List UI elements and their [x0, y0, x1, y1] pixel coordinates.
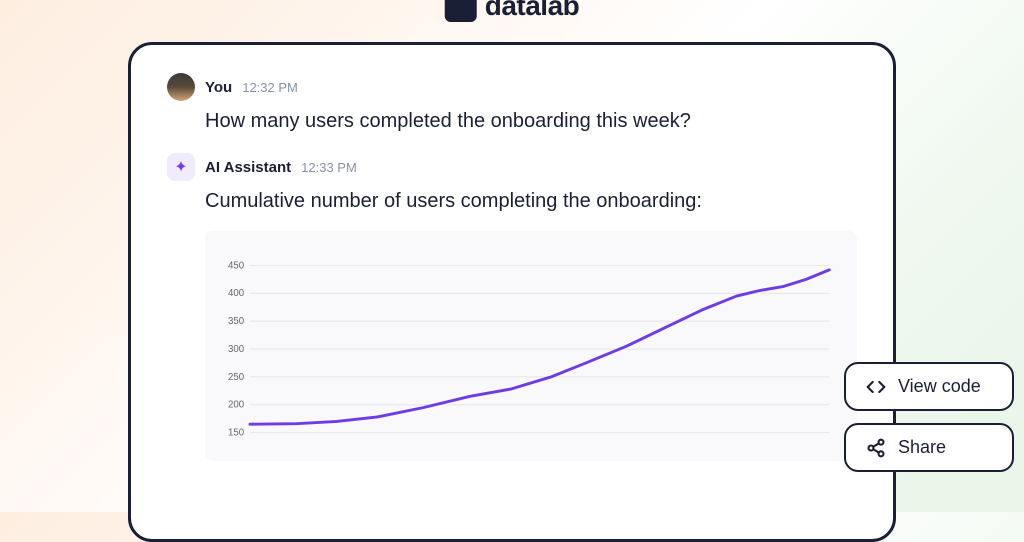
sparkle-icon: ✦: [174, 157, 187, 177]
logo-icon: [445, 0, 477, 22]
user-name: You: [205, 79, 232, 96]
ai-name: AI Assistant: [205, 159, 291, 176]
logo-text: datalab: [485, 0, 580, 22]
svg-text:250: 250: [228, 372, 244, 383]
share-button[interactable]: Share: [844, 423, 1014, 472]
ai-message-text: Cumulative number of users completing th…: [205, 187, 857, 215]
view-code-button[interactable]: View code: [844, 362, 1014, 411]
user-avatar: [167, 73, 195, 101]
svg-text:400: 400: [228, 288, 244, 299]
chat-card: You 12:32 PM How many users completed th…: [128, 42, 896, 542]
svg-text:150: 150: [228, 427, 244, 438]
ai-message-header: ✦ AI Assistant 12:33 PM: [167, 153, 857, 181]
brand-logo: datalab: [445, 0, 580, 22]
onboarding-chart: 150 200 250 300 350 400 450: [205, 231, 857, 461]
code-icon: [866, 377, 886, 397]
view-code-label: View code: [898, 376, 981, 397]
ai-avatar: ✦: [167, 153, 195, 181]
svg-text:300: 300: [228, 344, 244, 355]
svg-text:350: 350: [228, 316, 244, 327]
svg-text:450: 450: [228, 260, 244, 271]
chart-svg: 150 200 250 300 350 400 450: [217, 247, 837, 451]
user-message-header: You 12:32 PM: [167, 73, 857, 101]
user-timestamp: 12:32 PM: [242, 80, 298, 95]
user-message: You 12:32 PM How many users completed th…: [167, 73, 857, 135]
share-label: Share: [898, 437, 946, 458]
ai-timestamp: 12:33 PM: [301, 160, 357, 175]
share-icon: [866, 438, 886, 458]
action-buttons: View code Share: [844, 362, 1014, 472]
ai-message: ✦ AI Assistant 12:33 PM Cumulative numbe…: [167, 153, 857, 461]
svg-text:200: 200: [228, 400, 244, 411]
user-message-text: How many users completed the onboarding …: [205, 107, 857, 135]
